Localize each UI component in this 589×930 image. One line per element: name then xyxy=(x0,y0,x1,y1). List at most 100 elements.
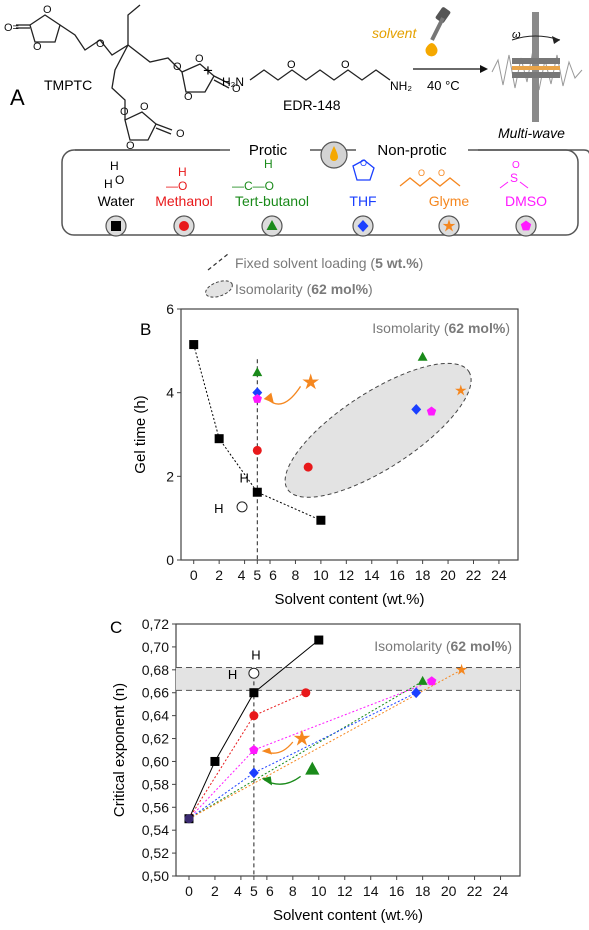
svg-text:H: H xyxy=(178,165,187,179)
rheo-label: Multi-wave xyxy=(498,125,565,141)
svg-text:O: O xyxy=(176,128,185,140)
svg-text:O: O xyxy=(195,53,204,65)
x-tick-label: 12 xyxy=(339,567,355,583)
data-point-origin xyxy=(184,814,194,824)
x-tick-label: 8 xyxy=(289,883,297,899)
svg-text:O: O xyxy=(96,38,105,50)
solvent-name: Tert-butanol xyxy=(235,193,309,209)
svg-text:O: O xyxy=(126,140,135,152)
x-tick-label: 20 xyxy=(441,883,457,899)
y-tick-label: 0,60 xyxy=(142,753,169,769)
y-tick-label: 0 xyxy=(166,552,174,568)
svg-text:H: H xyxy=(251,648,260,663)
tbutanol-molecule: H —C—O xyxy=(232,157,274,193)
x-tick-label: 0 xyxy=(190,567,198,583)
svg-text:NH₂: NH₂ xyxy=(390,79,412,93)
x-tick-label: 10 xyxy=(313,567,329,583)
y-tick-label: 0,68 xyxy=(142,662,169,678)
x-tick-label: 18 xyxy=(415,567,431,583)
svg-text:O: O xyxy=(438,168,445,178)
x-tick-label: 14 xyxy=(364,567,380,583)
y-axis-label: Critical exponent (n) xyxy=(111,683,128,817)
panel-b-letter: B xyxy=(140,320,151,339)
svg-text:O: O xyxy=(140,101,149,113)
panel-a-letter: A xyxy=(10,85,25,110)
edr148-structure: H₂N O O NH₂ xyxy=(222,59,412,93)
svg-text:O=: O= xyxy=(4,22,19,34)
svg-text:H₂N: H₂N xyxy=(222,75,244,89)
data-point-tert-butanol xyxy=(252,367,263,377)
protic-label: Protic xyxy=(249,142,288,159)
tmptc-label: TMPTC xyxy=(44,77,92,93)
data-point-dmso xyxy=(426,406,437,416)
svg-text:H: H xyxy=(110,159,119,173)
isomolarity-annotation: Isomolarity (62 mol%) xyxy=(374,638,512,654)
legend-marker-dmso xyxy=(520,220,532,231)
svg-text:H: H xyxy=(104,177,113,191)
svg-text:O: O xyxy=(360,158,367,168)
data-point-water xyxy=(316,515,326,525)
svg-text:O: O xyxy=(184,91,193,103)
svg-text:O: O xyxy=(418,168,425,178)
x-tick-label: 24 xyxy=(491,567,507,583)
data-point-water xyxy=(214,434,224,444)
legend-marker-glyme xyxy=(442,219,456,232)
data-point-methanol xyxy=(303,462,313,472)
x-tick-label: 8 xyxy=(292,567,300,583)
svg-text:O: O xyxy=(512,160,520,171)
data-point-glyme xyxy=(302,373,320,390)
svg-text:O: O xyxy=(173,61,182,73)
isomolarity-annotation: Isomolarity (62 mol%) xyxy=(372,320,510,336)
series-line-tert-butanol xyxy=(188,680,423,820)
y-tick-label: 0,56 xyxy=(142,799,169,815)
isomolarity-ellipse xyxy=(284,362,472,498)
omega-symbol: ω xyxy=(512,29,521,41)
x-tick-label: 22 xyxy=(467,883,483,899)
data-point-water xyxy=(249,688,259,698)
data-point-thf xyxy=(248,767,259,779)
data-point-thf xyxy=(411,404,422,415)
temperature-label: 40 °C xyxy=(427,78,460,93)
y-tick-label: 0,52 xyxy=(142,845,169,861)
svg-text:O: O xyxy=(287,59,296,71)
data-point-water xyxy=(210,756,220,766)
isomolarity-legend-ellipse xyxy=(205,280,233,298)
solvent-name: Glyme xyxy=(429,193,470,209)
data-point-methanol xyxy=(252,445,262,455)
svg-text:H: H xyxy=(228,667,237,682)
x-tick-label: 22 xyxy=(466,567,482,583)
rheometer-icon xyxy=(491,12,583,122)
x-axis-label: Solvent content (wt.%) xyxy=(273,907,423,924)
svg-text:O: O xyxy=(120,106,129,118)
data-point-methanol xyxy=(249,711,259,721)
data-point-water xyxy=(252,487,262,497)
x-tick-label: 12 xyxy=(337,883,353,899)
data-point-glyme-5-wt- xyxy=(293,729,311,746)
x-tick-label: 2 xyxy=(211,883,219,899)
y-tick-label: 2 xyxy=(166,468,174,484)
methanol-molecule: H—O xyxy=(166,165,187,193)
data-point-thf xyxy=(252,387,263,399)
data-point-water xyxy=(189,340,199,350)
svg-text:O: O xyxy=(232,83,241,95)
panel-c-letter: C xyxy=(110,618,122,637)
y-tick-label: 6 xyxy=(166,301,174,317)
legend-marker-methanol xyxy=(179,221,189,231)
legend-fixed-loading: Fixed solvent loading (5 wt.%) xyxy=(235,255,423,271)
data-point-tert-butanol xyxy=(417,351,428,361)
x-tick-label: 14 xyxy=(363,883,379,899)
y-tick-label: 4 xyxy=(166,385,174,401)
x-tick-label: 4 xyxy=(234,883,242,899)
critical-exponent-chart: 0 2 4 5 6 8 10 12 14 16 18 20 22 240,500,520,540,560,… xyxy=(111,616,521,924)
nonprotic-label: Non-protic xyxy=(377,142,447,159)
data-point-tert-butanol-5-wt- xyxy=(305,761,320,775)
x-tick-label: 10 xyxy=(311,883,327,899)
solvent-name: THF xyxy=(349,193,376,209)
y-tick-label: 0,72 xyxy=(142,616,169,632)
series-line-dmso xyxy=(188,680,432,820)
dmso-molecule: OS xyxy=(499,160,529,189)
y-tick-label: 0,64 xyxy=(142,708,169,724)
